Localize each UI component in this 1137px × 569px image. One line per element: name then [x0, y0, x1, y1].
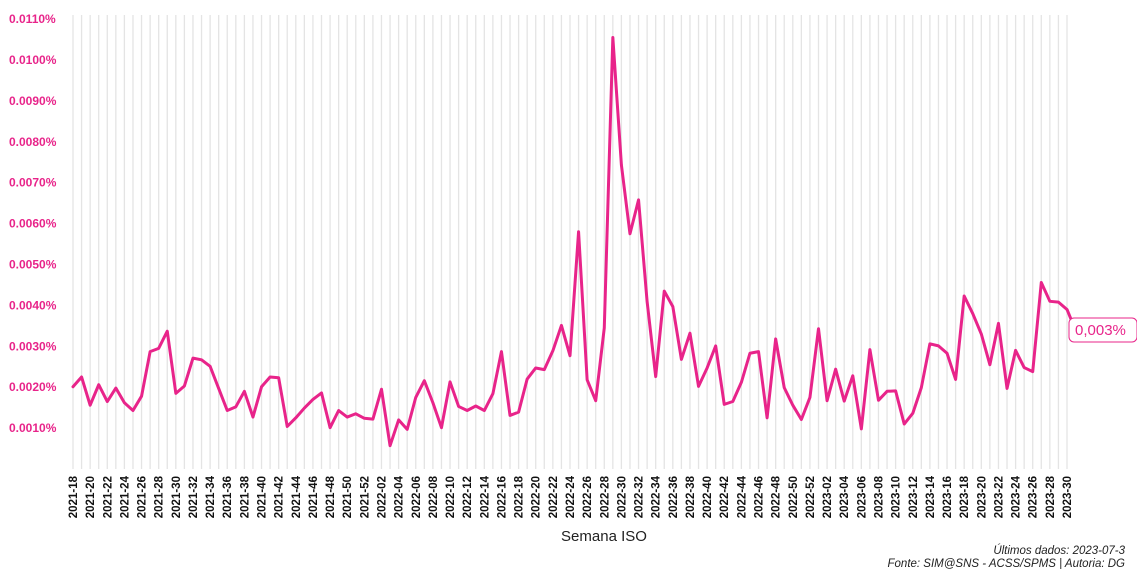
x-tick-label: 2021-50: [342, 476, 354, 518]
x-tick-label: 2021-32: [188, 476, 200, 518]
y-tick-label: 0.0040%: [9, 298, 57, 312]
y-tick-label: 0.0020%: [9, 380, 57, 394]
x-tick-label: 2023-28: [1045, 475, 1057, 518]
x-tick-label: 2022-06: [411, 476, 423, 518]
end-value-label-text: 0,003%: [1075, 322, 1126, 339]
x-tick-label: 2023-10: [891, 476, 903, 518]
series-line: [71, 36, 1078, 448]
x-tick-label: 2022-36: [668, 476, 680, 518]
x-tick-label: 2022-22: [548, 476, 560, 518]
x-tick-label: 2023-24: [1011, 475, 1023, 518]
x-tick-label: 2023-22: [993, 476, 1005, 518]
y-tick-label: 0.0030%: [9, 339, 57, 353]
x-tick-label: 2023-26: [1028, 476, 1040, 518]
x-tick-label: 2023-02: [822, 476, 834, 518]
end-value-label: 0,003%: [1068, 317, 1137, 343]
x-tick-label: 2021-42: [274, 476, 286, 518]
x-tick-label: 2022-24: [565, 475, 577, 518]
y-tick-label: 0.0050%: [9, 257, 57, 271]
x-tick-label: 2022-44: [736, 475, 748, 518]
x-tick-label: 2023-14: [925, 475, 937, 518]
x-tick-label: 2021-40: [257, 476, 269, 518]
x-tick-label: 2021-52: [359, 476, 371, 518]
y-tick-label: 0.0070%: [9, 176, 57, 190]
end-value-label-box: [1068, 317, 1137, 343]
y-tick-label: 0.0090%: [9, 94, 57, 108]
x-tick-label: 2021-34: [205, 475, 217, 518]
x-tick-label: 2023-04: [839, 475, 851, 518]
x-axis-title: Semana ISO: [561, 528, 647, 545]
y-tick-label: 0.0100%: [9, 53, 57, 67]
y-tick-label: 0.0110%: [9, 12, 56, 26]
x-tick-label: 2022-04: [394, 475, 406, 518]
y-axis-ticks: 0.0010% 0.0020% 0.0030% 0.0040% 0.0050% 0.006…: [9, 12, 57, 435]
x-tick-label: 2021-24: [119, 475, 131, 518]
x-tick-label: 2022-12: [462, 476, 474, 518]
x-tick-label: 2022-34: [651, 475, 663, 518]
x-tick-label: 2022-20: [531, 476, 543, 518]
x-tick-label: 2023-12: [908, 476, 920, 518]
x-tick-label: 2021-46: [308, 476, 320, 518]
x-tick-label: 2022-28: [599, 475, 611, 518]
last-data-note: Últimos dados: 2023-07-3: [993, 544, 1125, 557]
y-tick-label: 0.0080%: [9, 135, 57, 149]
x-tick-label: 2023-18: [959, 475, 971, 518]
source-note: Fonte: SIM@SNS - ACSS/SPMS | Autoria: DG: [888, 558, 1126, 569]
x-tick-label: 2022-18: [514, 475, 526, 518]
x-tick-label: 2022-42: [719, 476, 731, 518]
x-tick-label: 2021-20: [85, 476, 97, 518]
x-tick-label: 2023-06: [856, 476, 868, 518]
x-tick-label: 2022-16: [496, 476, 508, 518]
x-tick-label: 2021-44: [291, 475, 303, 518]
x-tick-label: 2022-30: [616, 476, 628, 518]
vertical-grid: [72, 15, 1068, 469]
x-tick-label: 2021-48: [325, 475, 337, 518]
x-tick-label: 2023-30: [1062, 476, 1074, 518]
x-tick-label: 2022-40: [702, 476, 714, 518]
x-tick-label: 2022-02: [376, 476, 388, 518]
x-tick-label: 2021-18: [68, 475, 80, 518]
x-tick-label: 2021-26: [137, 476, 149, 518]
x-tick-label: 2021-30: [171, 476, 183, 518]
x-tick-label: 2022-08: [428, 475, 440, 518]
x-tick-label: 2021-36: [222, 476, 234, 518]
y-tick-label: 0.0010%: [9, 421, 57, 435]
x-tick-label: 2022-46: [754, 476, 766, 518]
x-tick-label: 2023-08: [873, 475, 885, 518]
x-tick-label: 2022-52: [805, 476, 817, 518]
x-tick-label: 2022-32: [634, 476, 646, 518]
x-tick-label: 2022-50: [788, 476, 800, 518]
x-tick-label: 2022-48: [771, 475, 783, 518]
x-tick-label: 2022-10: [445, 476, 457, 518]
x-tick-label: 2021-28: [154, 475, 166, 518]
x-tick-label: 2023-20: [976, 476, 988, 518]
x-tick-label: 2021-38: [239, 475, 251, 518]
y-tick-label: 0.0060%: [9, 217, 57, 231]
x-axis-ticks: 2021-18 2021-20 2021-22 2021-24 2021-26 2021-…: [68, 475, 1074, 518]
x-tick-label: 2022-26: [582, 476, 594, 518]
x-tick-label: 2023-16: [942, 476, 954, 518]
x-tick-label: 2022-14: [479, 475, 491, 518]
x-tick-label: 2022-38: [685, 475, 697, 518]
x-tick-label: 2021-22: [102, 476, 114, 518]
